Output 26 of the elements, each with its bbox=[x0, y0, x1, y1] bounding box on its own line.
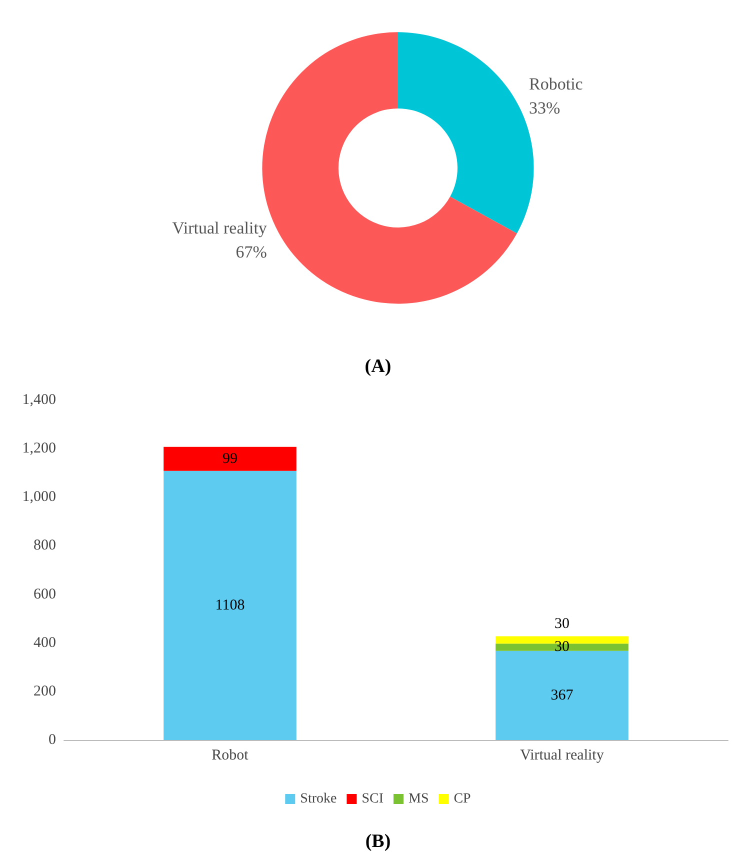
slice-label: Virtual reality bbox=[172, 218, 268, 238]
y-tick-label: 0 bbox=[48, 732, 56, 748]
y-tick-label: 1,000 bbox=[22, 489, 56, 506]
data-label: 67% bbox=[236, 242, 267, 262]
bar bbox=[164, 446, 296, 471]
legend-label: SCI bbox=[362, 792, 384, 806]
legend-label: Stroke bbox=[300, 792, 337, 806]
y-tick-label: 400 bbox=[34, 634, 56, 651]
y-tick-label: 200 bbox=[34, 683, 56, 700]
text: (A) bbox=[364, 356, 392, 377]
y-tick-label: 1,200 bbox=[22, 440, 56, 457]
legend-label: MS bbox=[408, 792, 429, 806]
slice-label: Robotic bbox=[529, 74, 584, 94]
bar bbox=[496, 650, 628, 740]
data-label: 367 bbox=[550, 687, 574, 704]
y-tick-label: 600 bbox=[34, 586, 56, 602]
data-label: 1108 bbox=[215, 597, 245, 614]
text: (B) bbox=[365, 831, 391, 852]
data-label: 99 bbox=[222, 450, 238, 467]
data-label: 30 bbox=[554, 616, 570, 632]
data-label: 33% bbox=[529, 98, 560, 118]
legend-label: CP bbox=[454, 792, 472, 806]
bar bbox=[164, 470, 296, 740]
y-tick-label: 800 bbox=[34, 538, 56, 554]
x-tick-label: Robot bbox=[212, 748, 250, 764]
y-tick-label: 1,400 bbox=[22, 392, 56, 408]
